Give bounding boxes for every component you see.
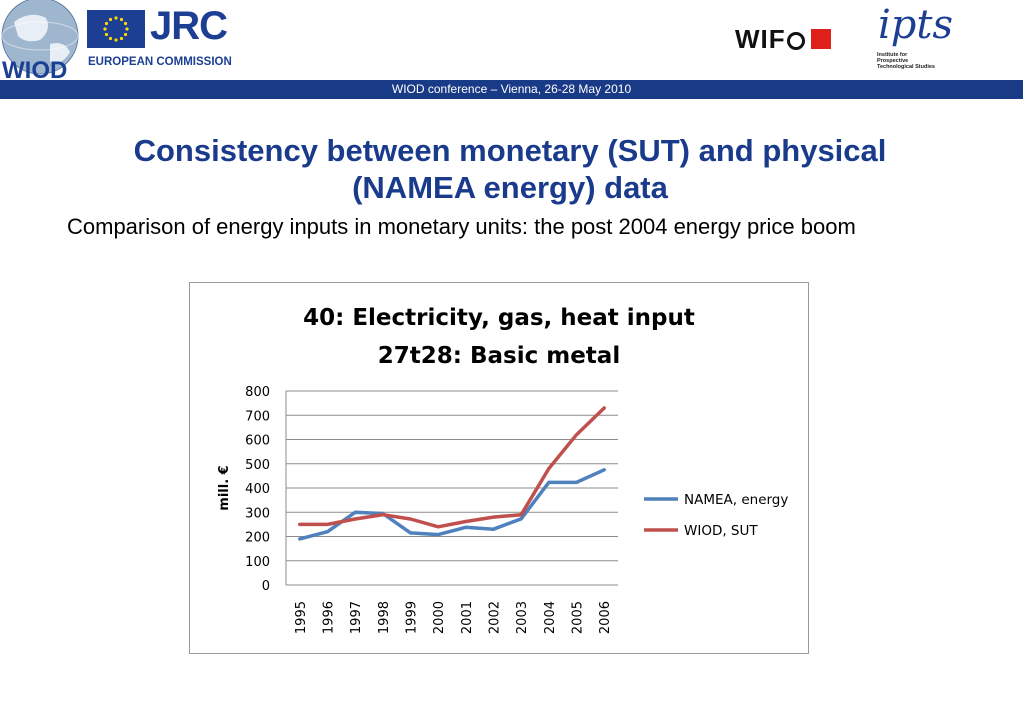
eu-star bbox=[108, 36, 113, 41]
x-tick-label: 2003 bbox=[515, 601, 530, 634]
x-tick-label: 1998 bbox=[377, 601, 392, 634]
header: WIOD JRC EUROPEAN COMMISSION WIF ipts In… bbox=[0, 0, 1023, 80]
wifo-logo-text: WIF bbox=[735, 24, 786, 54]
eu-star bbox=[123, 32, 128, 37]
x-tick-label: 2001 bbox=[460, 601, 475, 634]
eu-star bbox=[114, 16, 118, 20]
eu-star bbox=[119, 17, 124, 22]
chart-frame: 40: Electricity, gas, heat input 27t28: B… bbox=[189, 282, 809, 654]
slide-title: Consistency between monetary (SUT) and p… bbox=[133, 133, 887, 205]
y-tick-label: 100 bbox=[245, 555, 270, 570]
x-tick-label: 2006 bbox=[598, 601, 613, 634]
eu-star bbox=[125, 27, 129, 31]
y-tick-label: 800 bbox=[245, 385, 270, 400]
series-line-wiod bbox=[298, 406, 606, 529]
x-tick-label: 1996 bbox=[322, 601, 337, 634]
y-tick-label: 0 bbox=[262, 579, 270, 594]
x-tick-label: 1995 bbox=[294, 601, 309, 634]
x-tick-label: 2000 bbox=[432, 601, 447, 634]
eu-star bbox=[104, 21, 109, 26]
wiod-globe-logo: WIOD bbox=[1, 0, 79, 80]
slide-subtitle: Comparison of energy inputs in monetary … bbox=[67, 214, 856, 239]
y-tick-label: 300 bbox=[245, 506, 270, 521]
wifo-logo: WIF bbox=[735, 24, 831, 55]
eu-star bbox=[123, 21, 128, 26]
eu-star bbox=[108, 17, 113, 22]
ipts-subtitle-line: Technological Studies bbox=[877, 64, 935, 70]
conference-bar: WIOD conference – Vienna, 26-28 May 2010 bbox=[0, 80, 1023, 99]
wiod-logo-text: WIOD bbox=[2, 57, 67, 80]
eu-star bbox=[119, 36, 124, 41]
european-commission-text: EUROPEAN COMMISSION bbox=[88, 56, 232, 68]
y-tick-label: 600 bbox=[245, 434, 270, 449]
eu-flag-icon bbox=[87, 10, 145, 48]
wifo-o-ring bbox=[786, 32, 805, 50]
line-chart: 40: Electricity, gas, heat input 27t28: B… bbox=[217, 305, 788, 634]
y-tick-label: 200 bbox=[245, 531, 270, 546]
wifo-red-square bbox=[810, 29, 831, 49]
series-line-namea bbox=[298, 468, 606, 541]
x-tick-label: 1997 bbox=[349, 601, 364, 634]
x-tick-label: 2004 bbox=[543, 601, 558, 634]
jrc-logo-text: JRC bbox=[150, 4, 228, 48]
y-tick-label: 400 bbox=[245, 482, 270, 497]
legend-label: WIOD, SUT bbox=[684, 523, 758, 539]
chart-title-line: 27t28: Basic metal bbox=[378, 343, 620, 369]
y-axis-label: mill. € bbox=[217, 465, 232, 510]
y-tick-label: 700 bbox=[245, 409, 270, 424]
eu-star bbox=[114, 38, 118, 42]
ipts-logo-text: ipts bbox=[878, 2, 953, 48]
x-tick-label: 2002 bbox=[488, 601, 503, 634]
eu-star bbox=[103, 27, 107, 31]
ipts-subtitle: Institute for Prospective Technological … bbox=[877, 52, 935, 70]
y-tick-label: 500 bbox=[245, 458, 270, 473]
chart-title-line: 40: Electricity, gas, heat input bbox=[303, 305, 695, 331]
x-tick-label: 1999 bbox=[405, 601, 420, 634]
x-tick-label: 2005 bbox=[571, 601, 586, 634]
legend-label: NAMEA, energy bbox=[684, 492, 788, 508]
ipts-subtitle-line: Prospective bbox=[877, 58, 909, 64]
eu-star bbox=[104, 32, 109, 37]
ipts-subtitle-line: Institute for bbox=[877, 52, 908, 58]
